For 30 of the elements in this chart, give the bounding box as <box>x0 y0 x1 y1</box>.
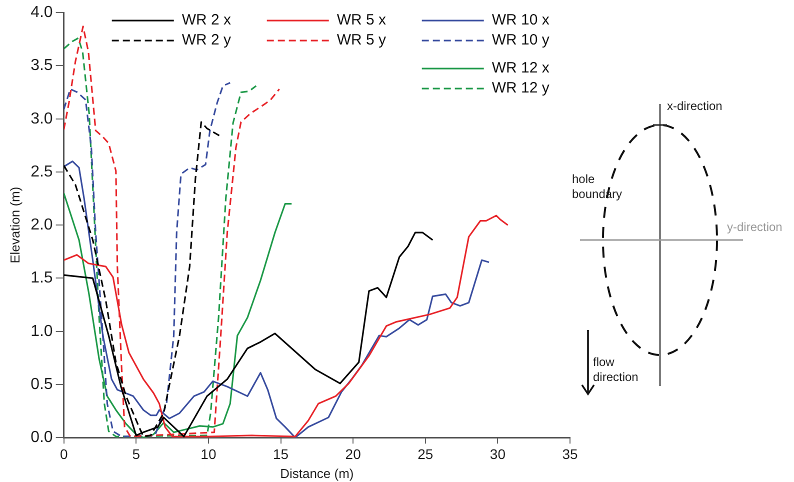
legend-label: WR 2 x <box>182 12 232 29</box>
text: flow direction <box>593 355 640 385</box>
text: y-direction <box>727 220 784 235</box>
y-tick-label: 3.5 <box>30 57 53 74</box>
x-tick-label: 5 <box>132 446 140 462</box>
y-tick-label: 0.0 <box>30 429 53 446</box>
legend-label: WR 12 y <box>492 80 550 97</box>
legend-label: WR 12 x <box>492 60 550 77</box>
x-tick-label: 30 <box>490 446 506 462</box>
y-tick-label: 3.0 <box>30 110 53 128</box>
y-tick-label: 2.0 <box>30 216 53 234</box>
legend-label: WR 10 y <box>492 32 550 49</box>
legend-label: WR 2 y <box>182 32 232 49</box>
legend-label: WR 10 x <box>492 12 550 29</box>
x-tick-label: 15 <box>272 446 289 462</box>
x-tick-label: 25 <box>418 446 434 462</box>
y-tick-label: 1.0 <box>30 322 53 340</box>
x-tick-label: 20 <box>345 446 362 462</box>
y-tick-label: 1.5 <box>30 270 53 287</box>
x-tick-label: 35 <box>562 446 578 462</box>
x-tick-label: 10 <box>200 446 216 462</box>
legend-label: WR 5 y <box>336 32 387 49</box>
y-tick-label: 4.0 <box>30 4 53 22</box>
y-tick-label: 0.5 <box>30 376 53 393</box>
y-axis-title: Elevation (m) <box>7 186 22 264</box>
x-tick-label: 0 <box>60 446 68 462</box>
legend-label: WR 5 x <box>336 12 387 29</box>
y-tick-label: 2.5 <box>30 163 53 180</box>
x-axis-title: Distance (m) <box>280 466 354 481</box>
text: x-direction <box>667 99 724 114</box>
